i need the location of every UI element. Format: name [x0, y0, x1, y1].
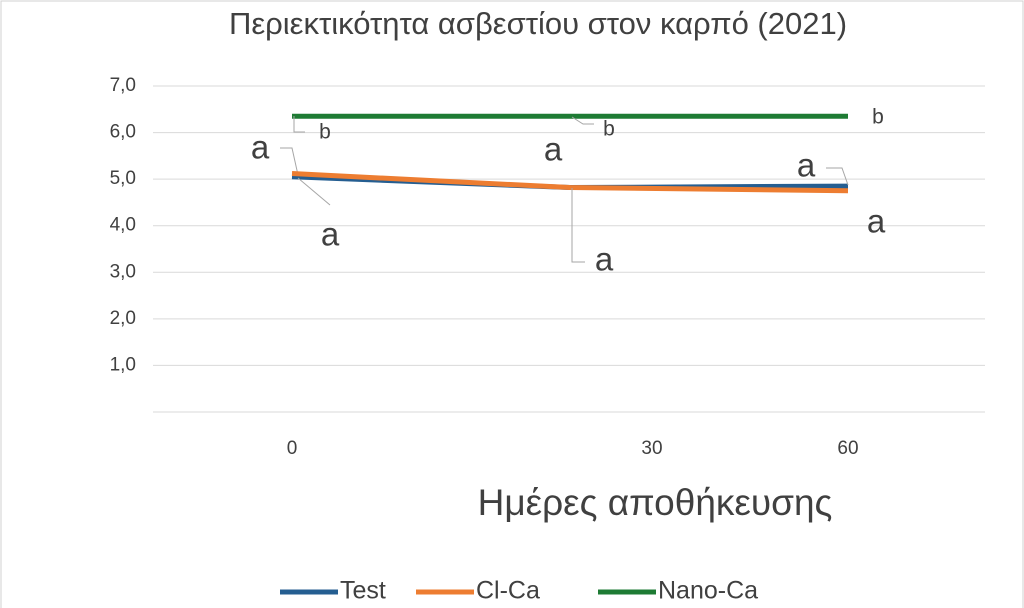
legend-label: Nano-Ca [658, 577, 758, 605]
y-tick-label: 6,0 [110, 122, 136, 143]
x-tick-label: 0 [287, 438, 298, 459]
y-tick-label: 2,0 [110, 308, 136, 329]
legend-label: Cl-Ca [476, 577, 540, 605]
x-tick-label: 30 [641, 438, 662, 459]
annotation-leader [293, 116, 305, 133]
annotation: a [797, 147, 816, 184]
legend-label: Test [340, 577, 386, 605]
annotation-leader [297, 177, 331, 206]
y-tick-label: 1,0 [110, 354, 136, 375]
annotation-leader [571, 188, 585, 263]
annotation: a [544, 131, 563, 168]
annotation: a [321, 216, 340, 253]
annotation-leader [280, 147, 299, 176]
y-tick-label: 5,0 [110, 168, 136, 189]
y-tick-label: 3,0 [110, 261, 136, 282]
annotation-leader [571, 116, 594, 125]
series-line [291, 171, 849, 194]
annotation: a [251, 129, 270, 166]
annotation: b [603, 118, 615, 141]
annotation: b [319, 121, 331, 144]
x-axis-title: Ημέρες αποθήκευσης [478, 482, 833, 523]
x-tick-label: 60 [837, 438, 858, 459]
chart-title: Περιεκτικότητα ασβεστίου στον καρπό (202… [229, 6, 847, 41]
annotation: b [872, 106, 884, 129]
annotation: a [595, 241, 614, 278]
annotation: a [867, 203, 886, 240]
y-tick-label: 7,0 [110, 75, 136, 96]
y-tick-label: 4,0 [110, 215, 136, 236]
annotation-leader [826, 167, 849, 186]
